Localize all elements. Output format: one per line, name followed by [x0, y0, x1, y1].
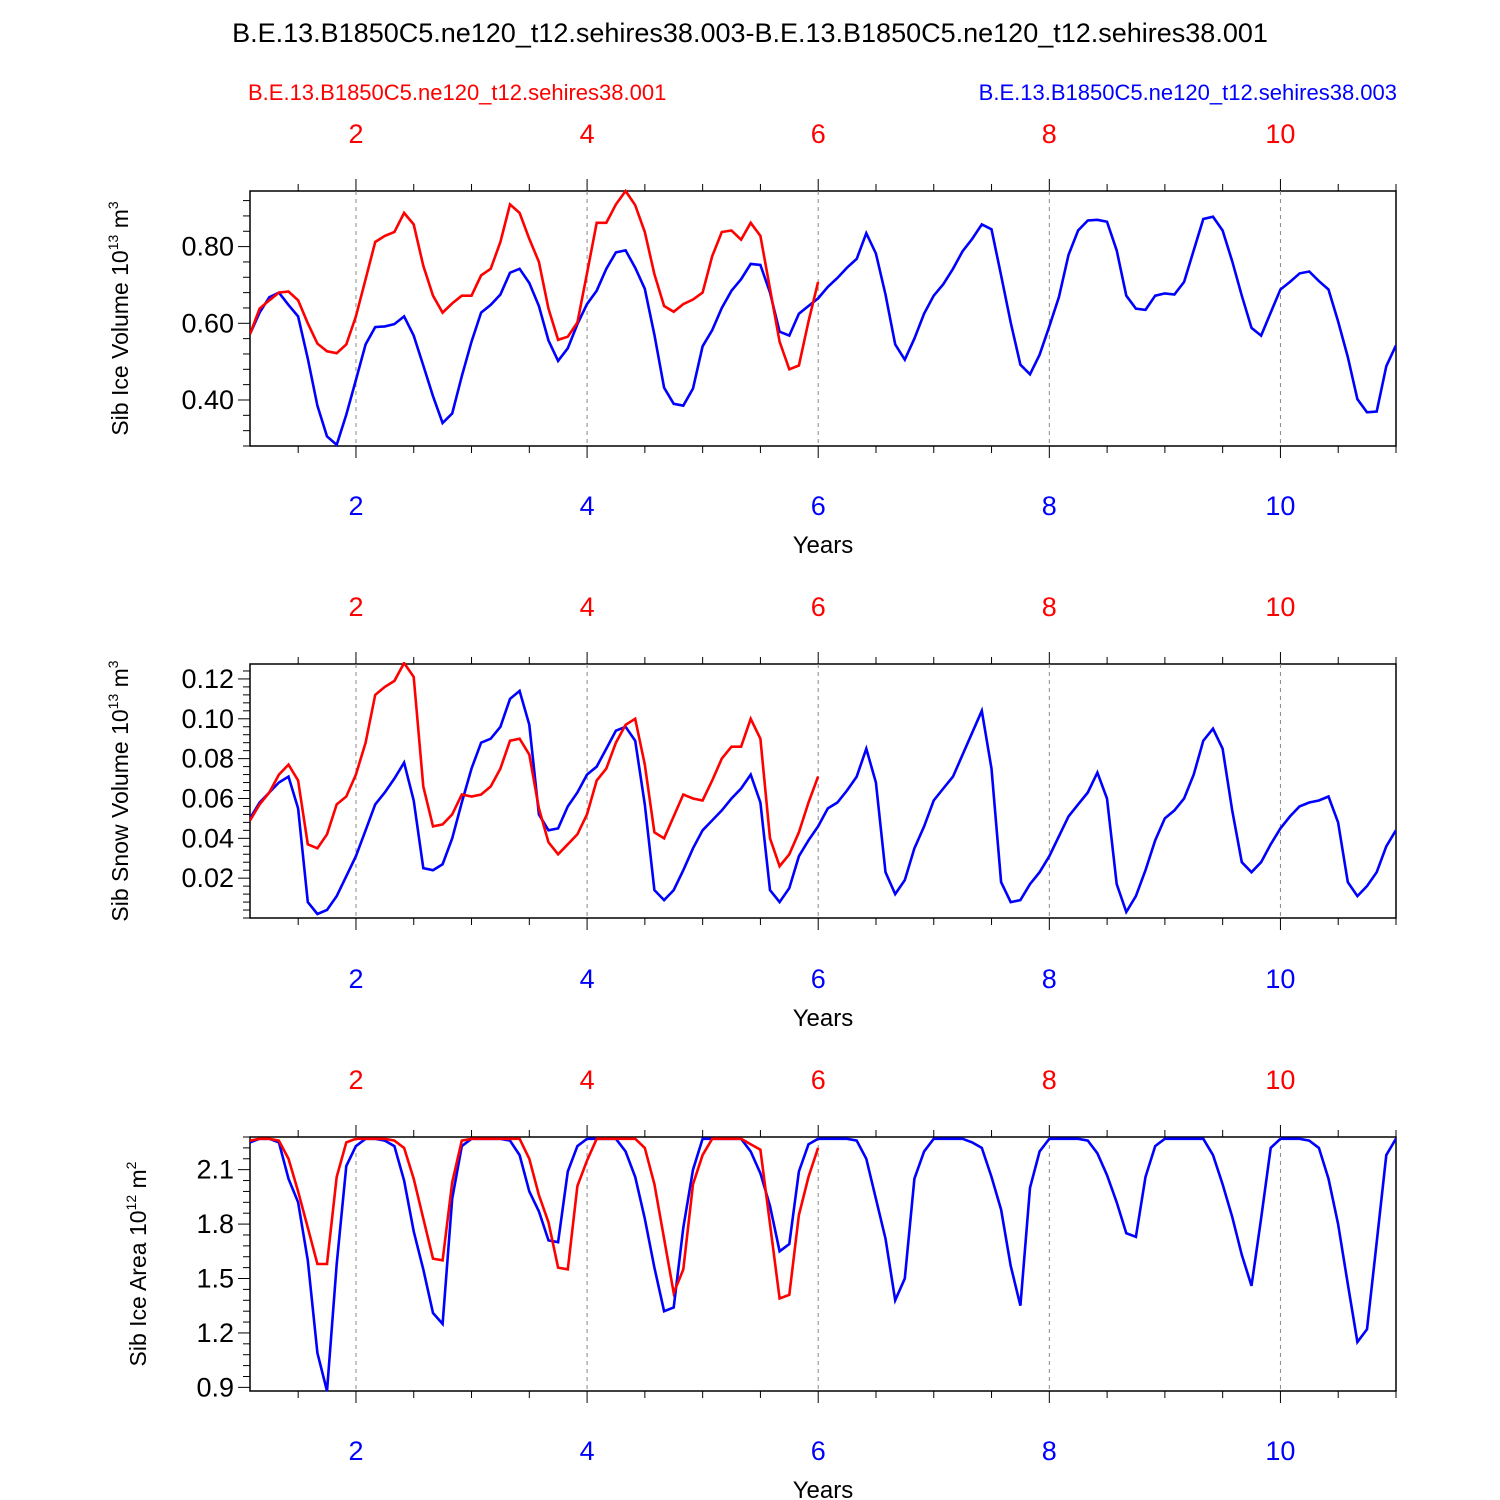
x-tick-label-red: 6: [811, 1065, 826, 1095]
y-tick-label: 0.40: [181, 385, 234, 415]
x-tick-label-blue: 6: [811, 1436, 826, 1466]
y-axis-label-unit-exp: 3: [105, 201, 121, 209]
y-tick-label: 0.12: [181, 664, 234, 694]
y-tick-label: 0.08: [181, 744, 234, 774]
y-tick-label: 0.06: [181, 783, 234, 813]
x-tick-label-blue: 6: [811, 491, 826, 521]
y-tick-label: 1.8: [196, 1209, 234, 1239]
series-line-blue: [250, 1137, 1396, 1392]
y-tick-label: 0.80: [181, 232, 234, 262]
x-tick-label-blue: 8: [1042, 1436, 1057, 1466]
x-tick-label-red: 8: [1042, 592, 1057, 622]
y-axis-label: Sib Snow Volume 1013 m3: [105, 660, 133, 921]
y-axis-label-main: Sib Snow Volume 10: [107, 709, 133, 921]
x-tick-label-blue: 2: [348, 491, 363, 521]
y-axis-label-unit: m: [107, 209, 133, 235]
panel-ice-area: 2 2 4 4 6 6 8 8 10 10 Years 0.9 1.2 1.5 1.8 2.1 Sib Ice …: [123, 1065, 1397, 1500]
y-tick-label: 0.02: [181, 863, 234, 893]
y-axis-label-unit-exp: 2: [123, 1161, 139, 1169]
plot-frame: [249, 190, 1397, 447]
x-tick-label-blue: 4: [580, 491, 595, 521]
plot-frame: [249, 663, 1397, 919]
y-tick-label: 1.5: [196, 1264, 234, 1294]
y-axis-label-unit: m: [107, 668, 133, 694]
panel-ice-volume: 2 2 4 4 6 6 8 8 10 10 Years 0.40 0.60 0.80 Sib Ice Vol…: [105, 119, 1397, 559]
figure-title: B.E.13.B1850C5.ne120_t12.sehires38.003-B…: [232, 18, 1268, 48]
y-axis-label-exp: 13: [105, 234, 121, 250]
x-axis-label: Years: [793, 1477, 854, 1500]
y-tick-label: 0.04: [181, 823, 234, 853]
plot-frame: [249, 1136, 1397, 1392]
x-tick-label-blue: 10: [1265, 1436, 1295, 1466]
panel-snow-volume: 2 2 4 4 6 6 8 8 10 10 Years 0.02 0.04 0.06 0.08 0.10 0.1…: [105, 592, 1397, 1032]
series-line-blue: [250, 688, 1396, 916]
x-tick-label-blue: 2: [348, 964, 363, 994]
x-tick-label-red: 6: [811, 119, 826, 149]
y-tick-label: 0.10: [181, 704, 234, 734]
y-axis-label-exp: 12: [123, 1195, 139, 1211]
y-axis-label-exp: 13: [105, 694, 121, 710]
y-tick-label: 0.60: [181, 308, 234, 338]
x-tick-label-blue: 4: [580, 1436, 595, 1466]
x-tick-label-red: 2: [348, 119, 363, 149]
series-line-blue: [250, 215, 1396, 448]
x-tick-label-red: 10: [1265, 1065, 1295, 1095]
y-axis-label: Sib Ice Area 1012 m2: [123, 1161, 151, 1366]
y-axis-label-unit-exp: 3: [105, 660, 121, 668]
y-tick-label: 0.9: [196, 1372, 234, 1402]
series-line-red: [250, 1137, 820, 1301]
x-tick-label-red: 4: [580, 592, 595, 622]
x-tick-label-blue: 4: [580, 964, 595, 994]
x-tick-label-red: 8: [1042, 1065, 1057, 1095]
x-tick-label-blue: 10: [1265, 491, 1295, 521]
x-tick-label-blue: 2: [348, 1436, 363, 1466]
x-tick-label-red: 2: [348, 1065, 363, 1095]
x-tick-label-blue: 8: [1042, 964, 1057, 994]
y-axis-label-main: Sib Ice Area 10: [125, 1210, 151, 1366]
y-tick-label: 1.2: [196, 1318, 234, 1348]
x-tick-label-red: 4: [580, 1065, 595, 1095]
x-tick-label-blue: 6: [811, 964, 826, 994]
x-tick-label-red: 6: [811, 592, 826, 622]
x-axis-label: Years: [793, 1005, 854, 1032]
x-tick-label-red: 4: [580, 119, 595, 149]
series-line-red: [250, 189, 820, 372]
legend-red-case: B.E.13.B1850C5.ne120_t12.sehires38.001: [248, 80, 667, 105]
y-tick-label: 2.1: [196, 1155, 234, 1185]
y-axis-label-unit: m: [125, 1169, 151, 1195]
x-tick-label-red: 8: [1042, 119, 1057, 149]
x-axis-label: Years: [793, 532, 854, 559]
x-tick-label-red: 2: [348, 592, 363, 622]
series-line-red: [250, 662, 820, 869]
x-tick-label-red: 10: [1265, 119, 1295, 149]
x-tick-label-red: 10: [1265, 592, 1295, 622]
legend-blue-case: B.E.13.B1850C5.ne120_t12.sehires38.003: [978, 80, 1397, 105]
y-axis-label-main: Sib Ice Volume 10: [107, 250, 133, 435]
x-tick-label-blue: 10: [1265, 964, 1295, 994]
y-axis-label: Sib Ice Volume 1013 m3: [105, 201, 133, 436]
x-tick-label-blue: 8: [1042, 491, 1057, 521]
